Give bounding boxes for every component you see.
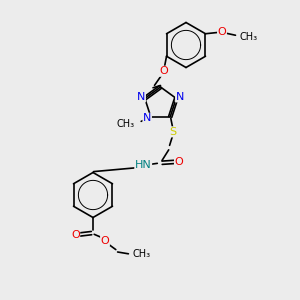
- Text: O: O: [100, 236, 109, 246]
- Text: CH₃: CH₃: [116, 119, 134, 129]
- Text: O: O: [71, 230, 80, 240]
- Text: N: N: [176, 92, 184, 102]
- Text: CH₃: CH₃: [240, 32, 258, 42]
- Text: N: N: [143, 113, 152, 123]
- Text: O: O: [175, 157, 183, 167]
- Text: O: O: [218, 27, 226, 37]
- Text: N: N: [137, 92, 146, 102]
- Text: CH₃: CH₃: [133, 249, 151, 260]
- Text: O: O: [159, 66, 168, 76]
- Text: HN: HN: [135, 160, 152, 170]
- Text: S: S: [169, 127, 177, 137]
